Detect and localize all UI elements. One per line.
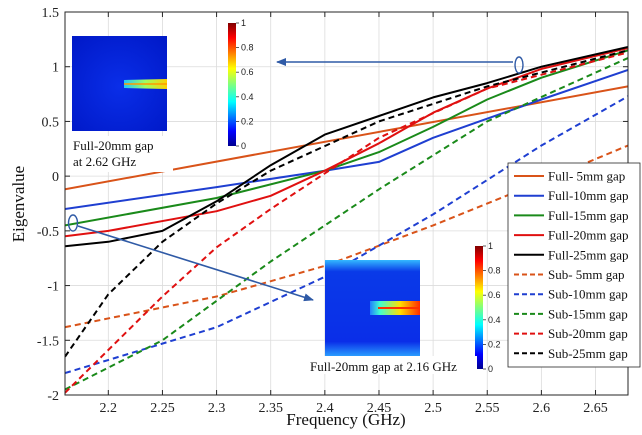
colorbar-tick-label: 1 xyxy=(241,18,246,28)
series-line-full-25mm-gap xyxy=(65,46,628,248)
x-tick-label: 2.55 xyxy=(475,401,500,416)
x-tick-label: 2.5 xyxy=(424,401,442,416)
x-tick-label: 2.45 xyxy=(367,401,392,416)
inset-field-plot-2-62: 0 0.2 0.4 0.6 0.8 1 xyxy=(72,18,254,151)
colorbar-tick-label: 0.6 xyxy=(241,67,254,77)
y-tick-label: 1.5 xyxy=(42,6,60,21)
legend-label-sub-5mm-gap: Sub- 5mm gap xyxy=(548,267,625,282)
legend-label-sub-10mm-gap: Sub-10mm gap xyxy=(548,287,628,302)
series-line-full-15mm-gap xyxy=(65,49,628,227)
series-line-sub-10mm-gap xyxy=(65,95,628,375)
series-line-sub-20mm-gap xyxy=(65,51,628,394)
colorbar xyxy=(228,23,236,146)
legend-label-full-20mm-gap: Full-20mm gap xyxy=(548,228,629,243)
legend-label-full-15mm-gap: Full-15mm gap xyxy=(548,208,629,223)
annotation-line-2: at 2.62 GHz xyxy=(73,154,136,169)
x-tick-label: 2.25 xyxy=(150,401,175,416)
y-axis: -2 -1.5 -1 -0.5 0 0.5 1 1.5 xyxy=(37,6,628,404)
y-tick-label: -1.5 xyxy=(37,334,59,349)
series-line-sub-15mm-gap xyxy=(65,57,628,391)
annotation-arrows xyxy=(67,56,524,302)
colorbar-tick-label: 0.8 xyxy=(241,43,254,53)
x-axis-label: Frequency (GHz) xyxy=(286,410,405,429)
legend-label-full-10mm-gap: Full-10mm gap xyxy=(548,188,629,203)
y-tick-label: -2 xyxy=(47,389,59,404)
x-axis: 2.2 2.25 2.3 2.35 2.4 2.45 2.5 2.55 2.6 2.65 xyxy=(100,12,608,416)
y-tick-label: -0.5 xyxy=(37,225,59,240)
colorbar-tick-label: 0.2 xyxy=(241,116,254,126)
annotation-2-16ghz: Full-20mm gap at 2.16 GHz xyxy=(307,356,477,374)
colorbar-tick-label: 1 xyxy=(488,241,493,251)
x-tick-label: 2.4 xyxy=(316,401,334,416)
legend-label-sub-15mm-gap: Sub-15mm gap xyxy=(548,306,628,321)
annotation-bg xyxy=(307,356,477,374)
legend-label-sub-20mm-gap: Sub-20mm gap xyxy=(548,326,628,341)
series-line-sub-25mm-gap xyxy=(65,49,628,358)
x-tick-label: 2.2 xyxy=(100,401,118,416)
series-line-full-10mm-gap xyxy=(65,69,628,210)
colorbar-tick-label: 0.4 xyxy=(241,92,254,102)
x-tick-label: 2.6 xyxy=(533,401,551,416)
colorbar xyxy=(475,246,483,369)
series-line-full-5mm-gap xyxy=(65,85,628,191)
colorbar-tick-label: 0 xyxy=(241,141,246,151)
inset-field-plot-2-16: 0 0.2 0.4 0.6 0.8 1 xyxy=(325,241,501,374)
y-tick-label: 0 xyxy=(52,170,59,185)
colorbar-tick-label: 0.4 xyxy=(488,315,501,325)
x-tick-label: 2.65 xyxy=(583,401,608,416)
legend: Full- 5mm gap Full-10mm gap Full-15mm gap F… xyxy=(507,162,641,368)
legend-label-full-25mm-gap: Full-25mm gap xyxy=(548,247,629,262)
colorbar-tick-label: 0.8 xyxy=(488,266,501,276)
annotation-line-1: Full-20mm gap at 2.16 GHz xyxy=(310,359,457,374)
colorbar-ticks: 0 0.2 0.4 0.6 0.8 1 xyxy=(236,18,254,151)
colorbar-tick-label: 0.6 xyxy=(488,290,501,300)
annotation-line-1: Full-20mm gap xyxy=(73,138,154,153)
arrow-to-inset-2-16 xyxy=(77,225,314,302)
colorbar-tick-label: 0.2 xyxy=(488,339,501,349)
x-tick-label: 2.3 xyxy=(208,401,226,416)
colorbar-ticks: 0 0.2 0.4 0.6 0.8 1 xyxy=(483,241,501,374)
legend-label-full-5mm-gap: Full- 5mm gap xyxy=(548,169,625,184)
x-tick-label: 2.35 xyxy=(258,401,283,416)
target-ellipse-2-16 xyxy=(67,214,79,232)
annotation-2-62ghz: Full-20mm gap at 2.62 GHz xyxy=(69,136,173,172)
y-axis-label: Eigenvalue xyxy=(9,166,28,242)
annotation-bg xyxy=(69,136,173,172)
colorbar-tick-label: 0 xyxy=(488,364,493,374)
legend-label-sub-25mm-gap: Sub-25mm gap xyxy=(548,346,628,361)
y-tick-label: 0.5 xyxy=(42,115,60,130)
y-tick-label: -1 xyxy=(47,280,59,295)
y-tick-label: 1 xyxy=(52,61,59,76)
target-ellipse-2-62 xyxy=(514,56,524,74)
